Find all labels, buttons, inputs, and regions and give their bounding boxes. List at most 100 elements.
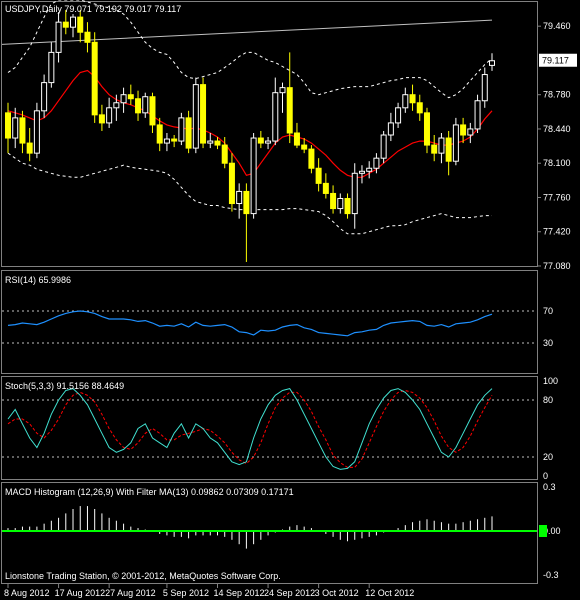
candle-body-bull [395,107,402,124]
rsi-title: RSI(14) 65.9986 [5,275,71,285]
stoch-tick-label: 80 [543,395,553,405]
candle-body-bull [106,107,113,124]
candle-body-bull [192,84,199,149]
candle-body-bull [366,167,373,172]
candle-body-bear [322,182,329,194]
candle-body-bear [460,124,467,136]
candle-body-bull [48,51,55,84]
price-tick-label: 78.440 [543,124,571,134]
candle-body-bull [33,110,40,154]
candle-body-bear [286,87,293,134]
candle-body-bull [70,16,77,28]
candle-body-bear [228,162,235,205]
candle-body-bear [84,31,91,43]
candle-body-bull [402,94,409,109]
candle-body-bear [5,112,11,139]
candle-body-bull [438,137,445,154]
candle-body-bull [452,124,459,162]
candle-body-bear [26,142,33,154]
macd-panel-frame [1,482,538,584]
candle-body-bear [149,96,156,126]
candle-body-bull [250,137,257,215]
rsi-tick-label: 70 [543,306,553,316]
stoch-tick-label: 20 [543,452,553,462]
candle-body-bear [135,98,142,114]
candle-body-bear [416,102,423,114]
candle-body-bull [265,140,272,144]
last-price-label: 79.117 [542,56,569,66]
macd-tick-label: -0.3 [543,570,559,580]
candle-body-bull [178,117,185,142]
candle-body-bull [358,170,365,174]
candle-body-bear [293,132,300,146]
candle-body-bull [351,172,358,215]
candle-body-bull [142,96,149,114]
x-tick-label: 8 Aug 2012 [4,588,50,598]
candle-body-bear [423,112,430,146]
macd-tick-label: 0.3 [543,482,556,492]
stoch-tick-label: 100 [543,376,558,386]
candle-body-bull [279,87,286,94]
candle-body-bear [243,190,250,215]
candle-body-bear [19,117,26,144]
moving-average-line [7,69,493,178]
candle-body-bull [163,138,170,144]
candle-body-bear [62,21,69,28]
x-tick-label: 12 Oct 2012 [365,588,414,598]
stoch-panel-frame [1,376,538,480]
candle-body-bull [207,140,214,144]
candle-body-bull [12,117,19,139]
candle-body-bear [445,137,452,162]
candle-body-bear [127,94,134,100]
price-tick-label: 79.460 [543,21,571,31]
candle-body-bear [77,16,84,33]
candle-body-bear [221,144,228,164]
upper-envelope-line [7,0,493,99]
x-tick-label: 17 Aug 2012 [55,588,106,598]
trendline [1,19,493,45]
stoch-title: Stoch(5,3,3) 91.5156 88.4649 [5,381,124,391]
candle-body-bull [55,21,62,53]
candle-body-bear [214,140,221,146]
last-price-box [539,53,577,67]
candle-body-bear [257,137,264,144]
candle-body-bear [200,84,207,144]
candle-body-bull [120,94,127,104]
candle-body-bull [489,60,495,66]
stoch-tick-label: 0 [543,471,548,481]
price-panel-frame [1,1,538,267]
candle-body-bull [467,128,474,136]
price-tick-label: 78.780 [543,90,571,100]
footer-copyright: Lionstone Trading Station, © 2001-2012, … [5,571,281,581]
stoch-signal-line [7,389,493,468]
candle-body-bear [301,144,308,150]
candle-body-bull [41,82,48,112]
candle-body-bull [380,134,387,159]
lower-envelope-line [7,152,492,235]
candle-body-bear [91,41,98,116]
rsi-tick-label: 30 [543,338,553,348]
candle-body-bull [387,122,394,136]
price-tick-label: 77.080 [543,261,571,271]
candle-body-bear [308,148,315,169]
candle-body-bear [171,138,178,142]
candle-body-bear [431,144,438,154]
macd-zero-marker [539,525,547,537]
candle-body-bull [337,197,344,210]
rsi-line [7,310,493,337]
stoch-main-line [7,388,493,470]
candle-body-bear [156,124,163,144]
candle-body-bull [236,190,243,205]
macd-tick-label: 0.00 [543,526,561,536]
x-tick-label: 24 Sep 2012 [264,588,315,598]
x-tick-label: 3 Oct 2012 [315,588,359,598]
price-tick-label: 77.420 [543,227,571,237]
x-tick-label: 5 Sep 2012 [163,588,209,598]
candle-body-bull [272,92,279,142]
candle-body-bear [185,117,192,149]
candle-body-bear [98,114,105,124]
candle-body-bear [344,197,351,215]
price-tick-label: 77.760 [543,192,571,202]
rsi-panel-frame [1,270,538,374]
